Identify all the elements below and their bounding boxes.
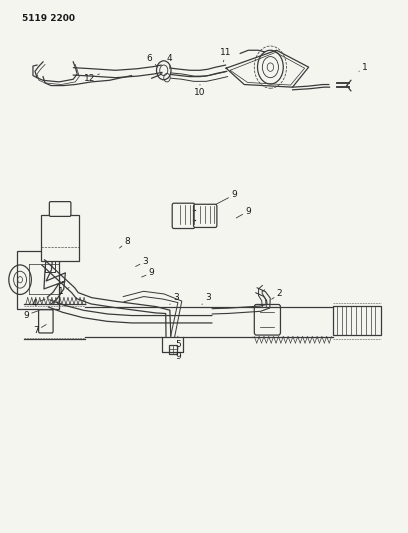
Text: 2: 2: [272, 289, 282, 299]
FancyBboxPatch shape: [193, 204, 217, 228]
Text: 1: 1: [58, 287, 69, 296]
FancyBboxPatch shape: [254, 304, 280, 335]
Text: 8: 8: [120, 237, 131, 248]
Text: 12: 12: [84, 74, 100, 83]
Text: 4: 4: [31, 299, 45, 308]
Text: 10: 10: [194, 85, 206, 97]
Text: 7: 7: [33, 325, 46, 335]
Text: 1: 1: [359, 62, 368, 71]
Text: 3: 3: [135, 257, 149, 266]
Text: 9: 9: [175, 346, 181, 361]
Text: 11: 11: [220, 49, 232, 62]
FancyBboxPatch shape: [39, 310, 53, 333]
Text: 9: 9: [236, 207, 251, 218]
FancyBboxPatch shape: [333, 306, 381, 335]
FancyBboxPatch shape: [41, 215, 79, 261]
Text: 4: 4: [167, 54, 173, 69]
FancyBboxPatch shape: [49, 201, 71, 216]
Bar: [169, 344, 177, 354]
Text: 6: 6: [147, 54, 158, 67]
Text: 9: 9: [216, 190, 237, 204]
Text: 9: 9: [142, 268, 155, 277]
Text: 5119 2200: 5119 2200: [22, 14, 75, 23]
FancyBboxPatch shape: [17, 251, 59, 309]
Text: 9: 9: [23, 311, 38, 319]
Text: 3: 3: [202, 293, 211, 304]
FancyBboxPatch shape: [172, 203, 195, 229]
Text: 3: 3: [170, 293, 179, 304]
Text: 5: 5: [175, 336, 181, 349]
